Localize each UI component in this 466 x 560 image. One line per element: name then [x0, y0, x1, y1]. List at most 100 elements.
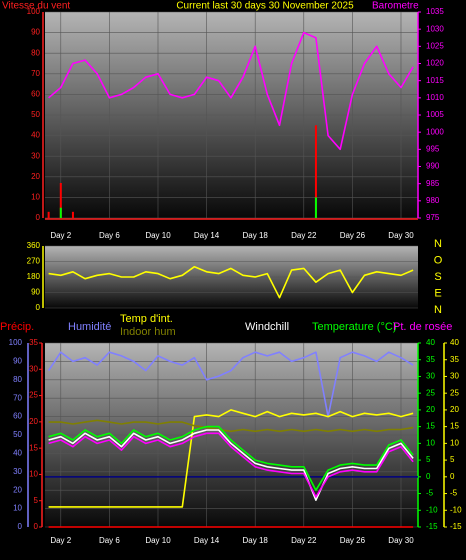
- line: [48, 419, 414, 433]
- y-tick-label: 0: [36, 303, 41, 312]
- x-tick-label: Day 18: [243, 536, 269, 545]
- compass-label: E: [434, 287, 441, 299]
- y2-tick-label: 40: [426, 338, 435, 347]
- y2-tick-label: 25: [450, 388, 459, 397]
- y2-tick-label: 0: [426, 472, 431, 481]
- y2-tick-label: 1010: [426, 93, 444, 102]
- y-tick-label: 80: [13, 375, 22, 384]
- y3-tick-label: 25: [29, 391, 38, 400]
- chart-title: Current last 30 days 30 November 2025: [176, 1, 354, 12]
- y2-tick-label: 1025: [426, 41, 444, 50]
- bar: [71, 211, 74, 218]
- line: [48, 409, 414, 508]
- x-tick-label: Day 10: [145, 536, 171, 545]
- y-tick-label: 100: [9, 338, 23, 347]
- y3-tick-label: 0: [34, 522, 39, 531]
- y-tick-label: 10: [13, 504, 22, 513]
- x-tick-label: Day 14: [194, 231, 220, 240]
- y2-tick-label: 35: [426, 355, 435, 364]
- x-tick-label: Day 30: [388, 231, 414, 240]
- y2-tick-label: 25: [426, 388, 435, 397]
- y3-tick-label: 30: [29, 364, 38, 373]
- y3-tick-label: 15: [29, 443, 38, 452]
- y-tick-label: 50: [13, 430, 22, 439]
- y2-tick-label: -5: [426, 489, 434, 498]
- compass-label: O: [434, 254, 443, 266]
- x-tick-label: Day 10: [145, 231, 171, 240]
- x-tick-label: Day 2: [50, 231, 71, 240]
- y2-tick-label: 20: [450, 405, 459, 414]
- y2-tick-label: 985: [426, 179, 440, 188]
- y3-tick-label: 10: [29, 470, 38, 479]
- y3-tick-label: 20: [29, 417, 38, 426]
- y2-tick-label: 980: [426, 196, 440, 205]
- y-tick-label: 30: [13, 467, 22, 476]
- y2-tick-label: -10: [426, 505, 438, 514]
- y2-tick-label: 1030: [426, 24, 444, 33]
- y2-tick-label: 5: [426, 455, 431, 464]
- y-tick-label: 30: [31, 151, 40, 160]
- y2-tick-label: 30: [450, 372, 459, 381]
- y-tick-label: 70: [13, 393, 22, 402]
- y2-tick-label: 40: [450, 338, 459, 347]
- y2-tick-label: -10: [450, 505, 462, 514]
- y2-tick-label: 1005: [426, 110, 444, 119]
- bar: [47, 211, 50, 218]
- line: [48, 429, 414, 501]
- y2-tick-label: 995: [426, 144, 440, 153]
- y3-tick-label: 5: [34, 496, 39, 505]
- y-tick-label: 80: [31, 48, 40, 57]
- y-tick-label: 360: [27, 241, 41, 250]
- y2-tick-label: -5: [450, 489, 458, 498]
- legend-label: Temperature (°C): [312, 321, 396, 333]
- x-tick-label: Day 22: [291, 536, 317, 545]
- compass-label: S: [434, 271, 441, 283]
- y-tick-label: 70: [31, 69, 40, 78]
- y-tick-label: 60: [31, 90, 40, 99]
- y2-tick-label: 30: [426, 372, 435, 381]
- y-tick-label: 40: [13, 449, 22, 458]
- bar: [59, 207, 62, 218]
- bar: [314, 197, 317, 218]
- y-tick-label: 90: [31, 288, 40, 297]
- y2-tick-label: -15: [450, 522, 462, 531]
- line: [48, 265, 414, 299]
- x-tick-label: Day 22: [291, 231, 317, 240]
- y-tick-label: 180: [27, 272, 41, 281]
- y-tick-label: 100: [27, 7, 41, 16]
- y-tick-label: 60: [13, 412, 22, 421]
- bar: [314, 125, 317, 218]
- y2-tick-label: 10: [426, 438, 435, 447]
- legend-label: Temp d'int.: [120, 313, 173, 325]
- y2-tick-label: 15: [426, 422, 435, 431]
- y-tick-label: 90: [13, 357, 22, 366]
- x-tick-label: Day 6: [99, 536, 120, 545]
- y2-tick-label: 1015: [426, 76, 444, 85]
- legend-label: Windchill: [245, 321, 289, 333]
- y-tick-label: 270: [27, 257, 41, 266]
- y2-tick-label: 15: [450, 422, 459, 431]
- y2-tick-label: 35: [450, 355, 459, 364]
- y2-tick-label: 990: [426, 162, 440, 171]
- y-axis-label: Vitesse du vent: [2, 1, 70, 12]
- x-tick-label: Day 6: [99, 231, 120, 240]
- legend-label: Précip.: [0, 321, 34, 333]
- x-tick-label: Day 18: [243, 231, 269, 240]
- y2-tick-label: -15: [426, 522, 438, 531]
- x-tick-label: Day 2: [50, 536, 71, 545]
- y-tick-label: 0: [36, 213, 41, 222]
- x-tick-label: Day 26: [340, 231, 366, 240]
- compass-label: N: [434, 304, 442, 316]
- y2-tick-label: 1000: [426, 127, 444, 136]
- x-tick-label: Day 26: [340, 536, 366, 545]
- y2-tick-label: 1020: [426, 59, 444, 68]
- y2-tick-label: 975: [426, 213, 440, 222]
- legend-label: Humidité: [68, 321, 111, 333]
- y2-tick-label: 1035: [426, 7, 444, 16]
- y3-tick-label: 35: [29, 338, 38, 347]
- line: [48, 425, 414, 491]
- y2-tick-label: 20: [426, 405, 435, 414]
- y2-tick-label: 0: [450, 472, 455, 481]
- y-tick-label: 90: [31, 28, 40, 37]
